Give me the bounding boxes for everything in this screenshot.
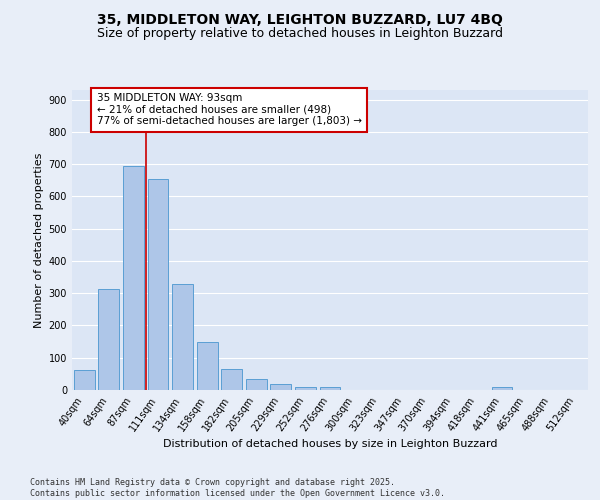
Bar	[148, 178, 169, 390]
Bar	[221, 369, 242, 390]
Bar	[74, 370, 95, 390]
Y-axis label: Number of detached properties: Number of detached properties	[34, 152, 44, 328]
Bar	[197, 342, 218, 390]
Bar	[246, 378, 267, 390]
Bar	[320, 387, 340, 390]
Text: 35, MIDDLETON WAY, LEIGHTON BUZZARD, LU7 4BQ: 35, MIDDLETON WAY, LEIGHTON BUZZARD, LU7…	[97, 12, 503, 26]
Bar	[172, 284, 193, 390]
Bar	[271, 384, 292, 390]
Bar	[491, 387, 512, 390]
Bar	[123, 166, 144, 390]
Text: Size of property relative to detached houses in Leighton Buzzard: Size of property relative to detached ho…	[97, 28, 503, 40]
X-axis label: Distribution of detached houses by size in Leighton Buzzard: Distribution of detached houses by size …	[163, 438, 497, 448]
Text: 35 MIDDLETON WAY: 93sqm
← 21% of detached houses are smaller (498)
77% of semi-d: 35 MIDDLETON WAY: 93sqm ← 21% of detache…	[97, 93, 362, 126]
Bar	[98, 290, 119, 390]
Text: Contains HM Land Registry data © Crown copyright and database right 2025.
Contai: Contains HM Land Registry data © Crown c…	[30, 478, 445, 498]
Bar	[295, 387, 316, 390]
